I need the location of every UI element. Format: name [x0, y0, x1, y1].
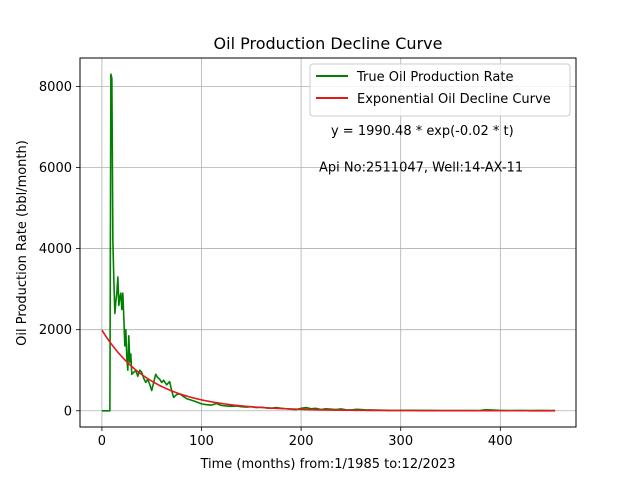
x-axis-label: Time (months) from:1/1985 to:12/2023 — [199, 457, 455, 472]
y-tick-label: 2000 — [39, 323, 72, 338]
legend: True Oil Production Rate Exponential Oil… — [309, 63, 571, 117]
axes-frame — [79, 57, 577, 428]
y-axis-ticks: 0 2000 4000 6000 8000 — [39, 80, 80, 419]
x-tick-label: 0 — [98, 434, 106, 449]
x-tick-label: 200 — [289, 434, 314, 449]
annotation-text: y = 1990.48 * exp(-0.02 * t) — [331, 124, 514, 139]
y-tick-label: 0 — [64, 404, 72, 419]
y-tick-label: 6000 — [39, 161, 72, 176]
legend-box — [309, 63, 571, 117]
y-tick-label: 8000 — [39, 80, 72, 95]
legend-label-decline-curve: Exponential Oil Decline Curve — [357, 92, 551, 107]
y-axis-label: Oil Production Rate (bbl/month) — [15, 140, 30, 346]
plot-area — [101, 73, 556, 412]
y-tick-label: 4000 — [39, 242, 72, 257]
chart-title: Oil Production Decline Curve — [214, 34, 443, 53]
x-tick-label: 100 — [189, 434, 214, 449]
x-axis-ticks: 0 100 200 300 400 — [98, 427, 513, 449]
series-line-decline-curve — [101, 329, 556, 412]
legend-label-true-rate: True Oil Production Rate — [356, 70, 513, 85]
x-tick-label: 400 — [488, 434, 513, 449]
x-tick-label: 300 — [388, 434, 413, 449]
annotation-text: Api No:2511047, Well:14-AX-11 — [319, 161, 523, 176]
annotations: y = 1990.48 * exp(-0.02 * t) Api No:25110… — [319, 124, 523, 175]
